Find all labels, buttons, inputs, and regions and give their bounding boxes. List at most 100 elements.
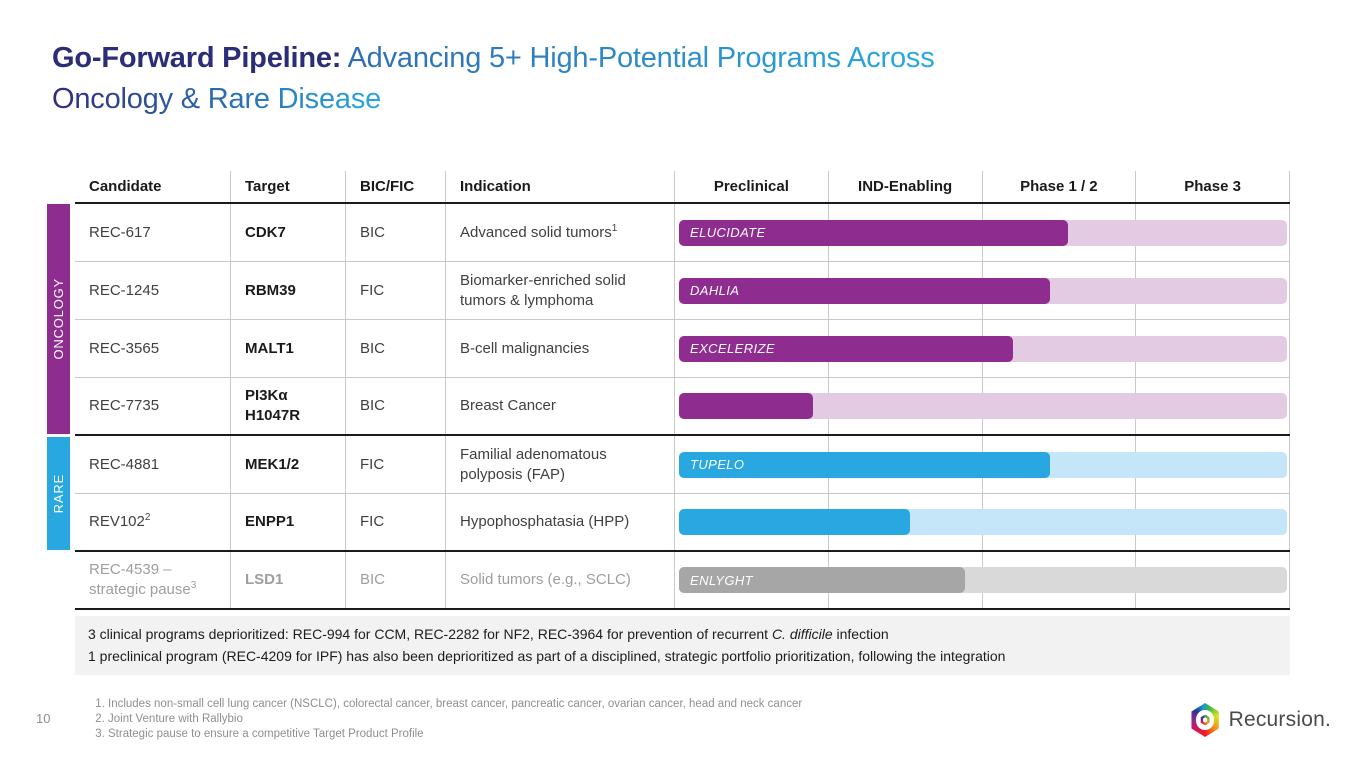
bic-fic-cell: BIC: [346, 378, 446, 434]
phase-track-area: [675, 378, 1290, 434]
title-line2: Oncology & Rare Disease: [52, 83, 382, 115]
oncology-group-label: ONCOLOGY: [51, 278, 66, 360]
progress-track: TUPELO: [679, 451, 1287, 478]
header-preclinical: Preclinical: [675, 171, 829, 202]
indication-text: Biomarker-enriched solid tumors & lympho…: [460, 271, 626, 309]
target-cell: MEK1/2: [231, 436, 346, 493]
pipeline-row: REC-3565 MALT1 BIC B-cell malignancies E…: [75, 320, 1290, 378]
target-name: MEK1/2: [245, 455, 300, 473]
indication-text: Breast Cancer: [460, 397, 556, 414]
candidate-name: REC-4881: [89, 455, 160, 473]
indication-cell: Breast Cancer: [446, 378, 675, 434]
candidate-footnote-ref: 2: [144, 512, 151, 523]
phase-track-area: EXCELERIZE: [675, 320, 1290, 377]
header-ind-enabling: IND-Enabling: [829, 171, 983, 202]
program-name-label: TUPELO: [690, 457, 745, 472]
pipeline-row: REC-7735 PI3Kα H1047R BIC Breast Cancer: [75, 378, 1290, 436]
bic-fic-value: BIC: [360, 397, 386, 414]
recursion-hexagon-icon: [1190, 703, 1221, 737]
candidate-cell: REC-1245: [75, 262, 231, 319]
bic-fic-value: BIC: [360, 339, 386, 357]
candidate-name: REC-7735: [89, 397, 160, 414]
indication-cell: Hypophosphatasia (HPP): [446, 494, 675, 550]
target-cell: CDK7: [231, 204, 346, 261]
rare-group-label: RARE: [51, 473, 66, 514]
bic-fic-value: BIC: [360, 571, 386, 588]
callout-line-1: 3 clinical programs deprioritized: REC-9…: [88, 623, 1277, 645]
target-cell: ENPP1: [231, 494, 346, 550]
target-name: CDK7: [245, 223, 286, 241]
bic-fic-value: BIC: [360, 223, 386, 241]
page-title: Go-Forward Pipeline: Advancing 5+ High-P…: [52, 38, 935, 120]
indication-text: Familial adenomatous polyposis (FAP): [460, 445, 607, 483]
pipeline-row: REC-617 CDK7 BIC Advanced solid tumors1 …: [75, 204, 1290, 262]
target-name: PI3Kα H1047R: [245, 387, 301, 424]
candidate-cell: REC-7735: [75, 378, 231, 434]
bic-fic-cell: FIC: [346, 436, 446, 493]
pipeline-row: REV1022 ENPP1 FIC Hypophosphatasia (HPP): [75, 494, 1290, 552]
bic-fic-cell: BIC: [346, 204, 446, 261]
phase-cell-phase-3: [1136, 204, 1290, 261]
progress-fill: ENLYGHT: [679, 567, 965, 593]
header-phase-3: Phase 3: [1136, 171, 1290, 202]
progress-fill: TUPELO: [679, 451, 1050, 478]
target-cell: LSD1: [231, 552, 346, 608]
progress-fill: [679, 509, 911, 535]
candidate-name: REC-3565: [89, 339, 160, 357]
bic-fic-cell: BIC: [346, 552, 446, 608]
candidate-footnote-ref: 3: [190, 580, 197, 591]
pipeline-rows: REC-617 CDK7 BIC Advanced solid tumors1 …: [75, 204, 1290, 610]
progress-track: DAHLIA: [679, 277, 1287, 304]
footnote-3: Strategic pause to ensure a competitive …: [108, 727, 802, 742]
indication-text: Advanced solid tumors: [460, 223, 612, 241]
target-name: ENPP1: [245, 513, 295, 530]
footnote-2: Joint Venture with Rallybio: [108, 712, 802, 727]
progress-fill: EXCELERIZE: [679, 335, 1014, 362]
program-name-label: DAHLIA: [690, 283, 740, 298]
recursion-logo: Recursion.: [1190, 703, 1331, 737]
progress-track: [679, 393, 1287, 419]
candidate-cell: REC-4539 – strategic pause3: [75, 552, 231, 608]
target-name: RBM39: [245, 281, 296, 299]
candidate-cell: REC-4881: [75, 436, 231, 493]
candidate-cell: REC-3565: [75, 320, 231, 377]
indication-text: Solid tumors (e.g., SCLC): [460, 571, 631, 588]
bic-fic-cell: FIC: [346, 262, 446, 319]
header-candidate: Candidate: [75, 171, 231, 202]
progress-track: [679, 509, 1287, 535]
indication-text: Hypophosphatasia (HPP): [460, 513, 630, 530]
program-name-label: ELUCIDATE: [690, 225, 766, 240]
phase-cell-phase-3: [1136, 494, 1290, 550]
footnote-1: Includes non-small cell lung cancer (NSC…: [108, 697, 802, 712]
bic-fic-cell: BIC: [346, 320, 446, 377]
phase-cell-phase-3: [1136, 262, 1290, 319]
phase-cell-phase-3: [1136, 552, 1290, 608]
candidate-name: REC-1245: [89, 281, 160, 299]
target-name: LSD1: [245, 571, 284, 588]
phase-cell-phase-3: [1136, 320, 1290, 377]
progress-fill: ELUCIDATE: [679, 219, 1069, 246]
indication-text: B-cell malignancies: [460, 339, 590, 357]
pipeline-table: Candidate Target BIC/FIC Indication Prec…: [75, 171, 1290, 610]
indication-cell: B-cell malignancies: [446, 320, 675, 377]
candidate-name: REC-4539 – strategic pause: [89, 561, 191, 598]
page-number: 10: [36, 711, 51, 726]
indication-cell: Familial adenomatous polyposis (FAP): [446, 436, 675, 493]
callout-line1-italic: C. difficile: [771, 626, 833, 642]
bic-fic-value: FIC: [360, 281, 385, 299]
phase-track-area: DAHLIA: [675, 262, 1290, 319]
header-phase-1-2: Phase 1 / 2: [983, 171, 1137, 202]
pipeline-row: REC-1245 RBM39 FIC Biomarker-enriched so…: [75, 262, 1290, 320]
deprioritized-callout: 3 clinical programs deprioritized: REC-9…: [75, 616, 1290, 675]
bic-fic-value: FIC: [360, 513, 385, 530]
callout-line-2: 1 preclinical program (REC-4209 for IPF)…: [88, 648, 1006, 664]
target-cell: MALT1: [231, 320, 346, 377]
callout-line1-pre: 3 clinical programs deprioritized: REC-9…: [88, 626, 772, 642]
header-bic-fic: BIC/FIC: [346, 171, 446, 202]
pipeline-row: REC-4539 – strategic pause3 LSD1 BIC Sol…: [75, 552, 1290, 610]
progress-fill: [679, 393, 813, 419]
target-cell: RBM39: [231, 262, 346, 319]
target-name: MALT1: [245, 339, 294, 357]
bic-fic-value: FIC: [360, 455, 385, 473]
